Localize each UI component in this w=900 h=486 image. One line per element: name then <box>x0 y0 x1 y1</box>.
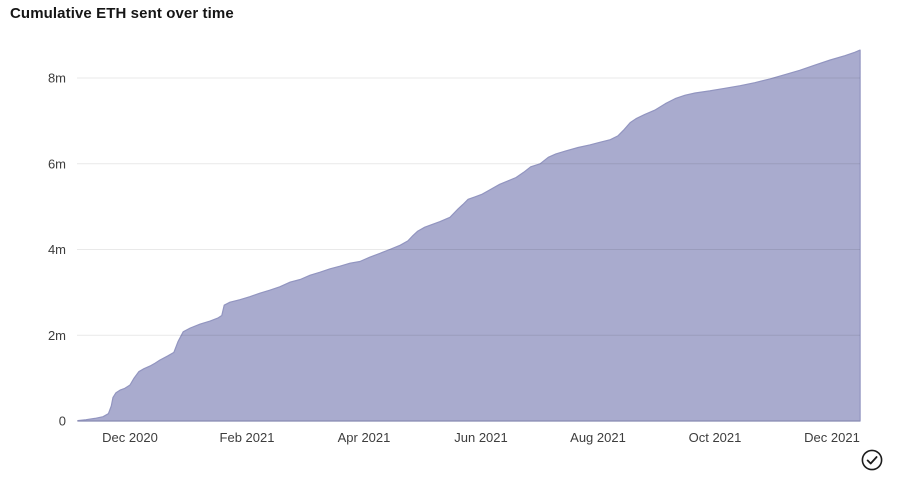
y-tick-label: 4m <box>48 242 66 257</box>
y-tick-label: 6m <box>48 156 66 171</box>
x-tick-label: Jun 2021 <box>454 430 508 445</box>
query-success-indicator[interactable] <box>859 447 885 473</box>
x-tick-label: Feb 2021 <box>220 430 275 445</box>
y-tick-label: 8m <box>48 71 66 86</box>
x-tick-label: Dec 2021 <box>804 430 860 445</box>
x-tick-label: Oct 2021 <box>689 430 742 445</box>
y-tick-label: 0 <box>59 414 66 429</box>
x-tick-label: Apr 2021 <box>338 430 391 445</box>
x-tick-label: Aug 2021 <box>570 430 626 445</box>
circle-check-icon <box>861 449 883 471</box>
area-series <box>77 49 861 422</box>
chart-title: Cumulative ETH sent over time <box>10 5 234 22</box>
x-tick-label: Dec 2020 <box>102 430 158 445</box>
y-tick-label: 2m <box>48 328 66 343</box>
